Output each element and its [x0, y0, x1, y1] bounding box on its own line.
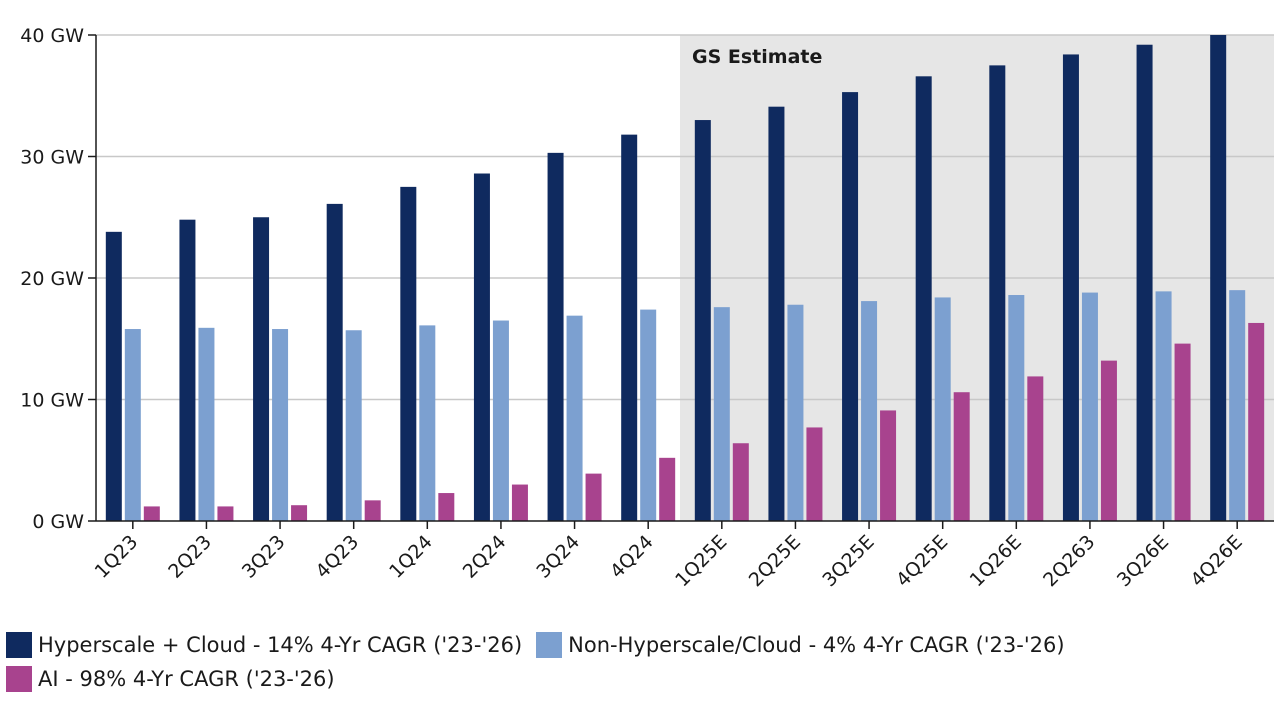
bar — [934, 297, 951, 521]
bar — [640, 309, 657, 521]
bar — [806, 427, 823, 521]
bar — [105, 231, 122, 521]
x-tick-label: 1Q26E — [966, 531, 1026, 591]
x-tick-label: 3Q24 — [532, 531, 584, 583]
x-tick-label: 2Q23 — [164, 531, 216, 583]
bar — [400, 186, 417, 521]
bar — [364, 500, 381, 521]
y-tick-label: 30 GW — [20, 147, 84, 169]
bar — [768, 106, 785, 521]
bar — [1027, 376, 1044, 521]
bar — [143, 506, 160, 521]
legend-label-ai: AI - 98% 4-Yr CAGR ('23-'26) — [38, 667, 335, 691]
x-tick-label: 1Q23 — [91, 531, 143, 583]
bar — [1081, 292, 1098, 521]
bar — [621, 134, 638, 521]
bar — [473, 173, 490, 521]
bar — [253, 217, 270, 521]
bar — [124, 329, 141, 521]
x-tick-label: 4Q25E — [892, 531, 952, 591]
legend-swatch-non-hyperscale — [536, 632, 563, 658]
bar — [915, 76, 932, 521]
bar — [217, 506, 234, 521]
x-tick-label: 2Q263 — [1039, 531, 1099, 591]
x-tick-label: 3Q25E — [818, 531, 878, 591]
bar — [1174, 343, 1191, 521]
bar — [566, 315, 583, 521]
legend-item-non-hyperscale: Non-Hyperscale/Cloud - 4% 4-Yr CAGR ('23… — [536, 632, 1065, 658]
x-tick-label: 1Q25E — [671, 531, 731, 591]
x-tick-label: 1Q24 — [385, 531, 437, 583]
x-tick-label: 3Q26E — [1113, 531, 1173, 591]
x-tick-label: 3Q23 — [238, 531, 290, 583]
bar — [1155, 291, 1172, 521]
bar — [1136, 44, 1153, 521]
legend-swatch-ai — [6, 666, 32, 692]
bar — [419, 325, 436, 521]
estimate-label: GS Estimate — [692, 46, 822, 68]
bar — [842, 92, 859, 521]
bar — [492, 320, 509, 521]
bar — [1248, 322, 1265, 521]
y-tick-label: 0 GW — [32, 511, 84, 533]
y-tick-label: 40 GW — [20, 25, 84, 47]
legend-row-2: AI - 98% 4-Yr CAGR ('23-'26) — [6, 662, 1276, 696]
bar — [511, 484, 528, 521]
bar — [732, 443, 749, 521]
bar — [198, 327, 215, 521]
legend-row-1: Hyperscale + Cloud - 14% 4-Yr CAGR ('23-… — [6, 628, 1276, 662]
legend-label-non-hyperscale: Non-Hyperscale/Cloud - 4% 4-Yr CAGR ('23… — [568, 633, 1065, 657]
bar — [179, 219, 196, 521]
bar — [1229, 290, 1246, 521]
axes — [88, 34, 1274, 529]
x-tick-label: 2Q25E — [745, 531, 805, 591]
bar — [272, 329, 289, 521]
bar — [659, 457, 676, 521]
y-tick-label: 10 GW — [20, 390, 84, 412]
x-tick-label: 2Q24 — [459, 531, 511, 583]
y-tick-label: 20 GW — [20, 268, 84, 290]
bar — [438, 493, 455, 521]
bar — [1100, 360, 1117, 521]
bar — [547, 152, 564, 522]
legend-label-hyperscale: Hyperscale + Cloud - 14% 4-Yr CAGR ('23-… — [38, 633, 523, 657]
bar — [345, 330, 362, 521]
bar — [585, 473, 602, 521]
x-tick-label: 4Q26E — [1186, 531, 1246, 591]
bar — [787, 304, 804, 521]
legend-item-hyperscale: Hyperscale + Cloud - 14% 4-Yr CAGR ('23-… — [6, 632, 522, 658]
legend-swatch-hyperscale — [6, 632, 32, 658]
bar-chart: GS Estimate 0 GW 10 GW 20 GW 30 GW 40 GW 1Q23 2… — [20, 25, 1274, 591]
bar — [1008, 295, 1025, 521]
bar — [1210, 35, 1227, 521]
legend: Hyperscale + Cloud - 14% 4-Yr CAGR ('23-… — [6, 628, 1276, 696]
bar — [1062, 54, 1079, 521]
x-tick-label: 4Q23 — [311, 531, 363, 583]
legend-item-ai: AI - 98% 4-Yr CAGR ('23-'26) — [6, 666, 335, 692]
x-tick-label: 4Q24 — [606, 531, 658, 583]
bars — [105, 35, 1265, 522]
bar — [326, 203, 343, 521]
bar — [880, 410, 897, 521]
bar — [989, 65, 1006, 521]
bar — [291, 505, 308, 521]
bar — [694, 120, 711, 522]
bar — [713, 307, 730, 521]
bar — [861, 301, 878, 521]
bar — [953, 392, 970, 521]
